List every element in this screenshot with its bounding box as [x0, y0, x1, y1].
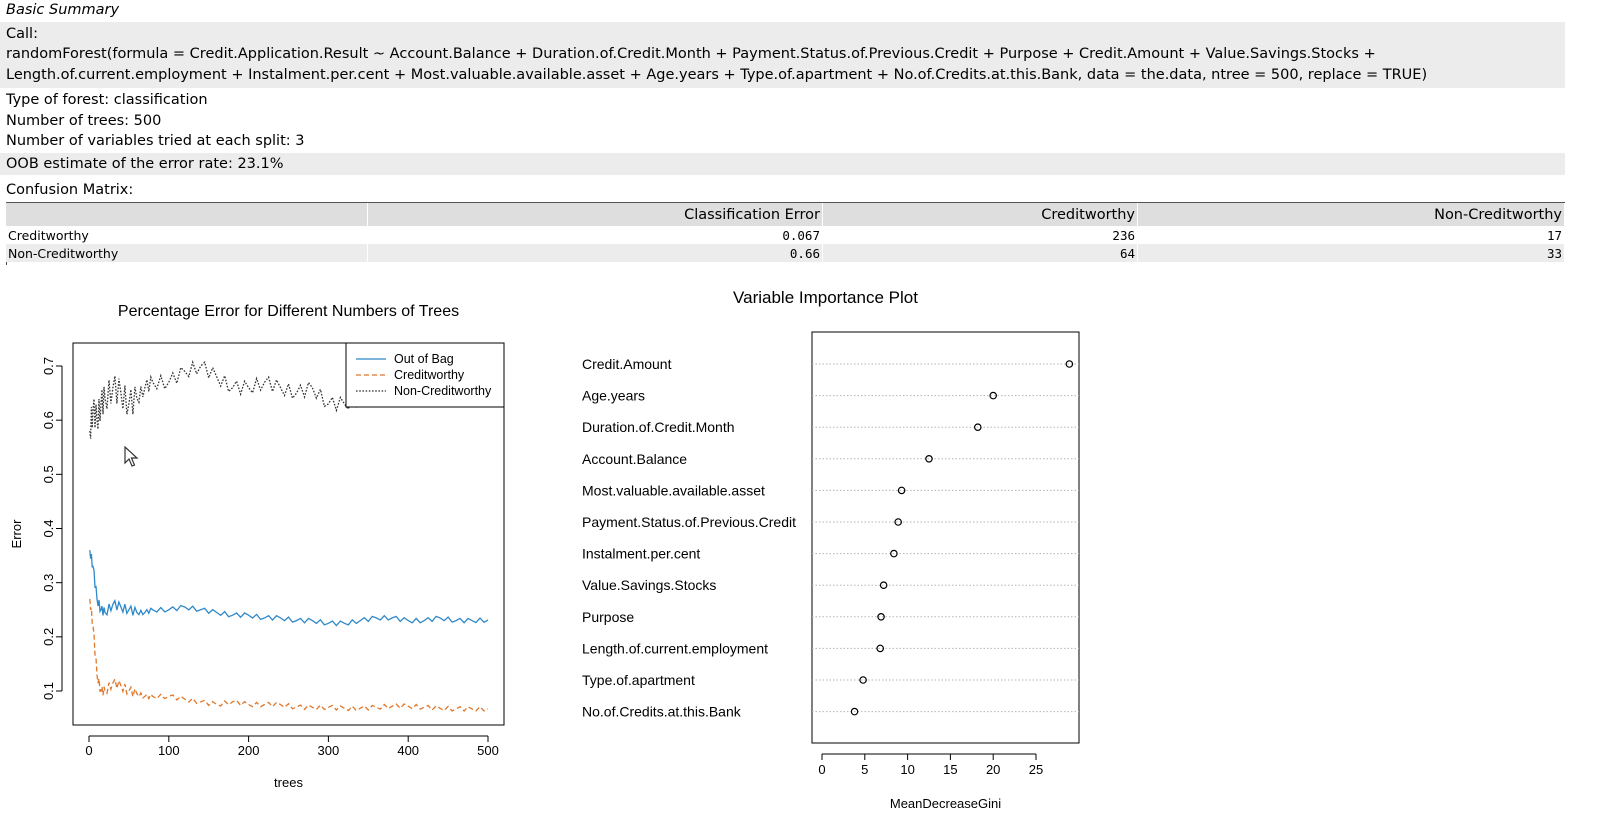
x-tick-label: 5: [861, 762, 868, 777]
category-label: Account.Balance: [582, 451, 687, 467]
chart-title: Variable Importance Plot: [733, 288, 918, 307]
data-point: [1065, 360, 1074, 368]
legend-label: Out of Bag: [394, 352, 454, 366]
forest-type: Type of forest: classification: [6, 92, 208, 108]
y-tick-label: 0.1: [41, 682, 56, 700]
y-tick-label: 0.6: [41, 411, 56, 429]
call-label: Call:: [6, 26, 38, 42]
series-line-creditworthy: [89, 598, 489, 712]
table-cell: Non-Creditworthy: [6, 244, 368, 262]
data-point: [879, 581, 888, 590]
table-row: Creditworthy 0.067 236 17: [6, 226, 1564, 244]
table-row: Non-Creditworthy 0.66 64 33: [6, 244, 1564, 262]
x-tick-label: 15: [943, 762, 957, 777]
y-tick-label: 0.7: [41, 357, 56, 375]
table-cell: Creditworthy: [6, 226, 368, 244]
x-tick-label: 25: [1029, 762, 1043, 777]
x-tick-label: 200: [238, 743, 260, 758]
oob-error-rate: OOB estimate of the error rate: 23.1%: [6, 156, 284, 172]
plot-frame: [72, 342, 505, 726]
table-header-cell: Non-Creditworthy: [1137, 203, 1564, 226]
y-tick-label: 0.5: [41, 465, 56, 483]
category-label: Payment.Status.of.Previous.Credit: [582, 514, 796, 530]
legend-label: Non-Creditworthy: [394, 384, 492, 398]
table-cell: 0.66: [367, 244, 823, 262]
oob-block: OOB estimate of the error rate: 23.1%: [0, 153, 1565, 175]
call-formula-line-2: Length.of.current.employment + Instalmen…: [6, 67, 1428, 83]
error-chart: Percentage Error for Different Numbers o…: [9, 303, 505, 790]
x-axis-label: trees: [274, 775, 303, 790]
data-point: [897, 486, 906, 495]
table-header-cell: Classification Error: [367, 203, 823, 226]
data-point: [877, 612, 885, 621]
table-cell: 236: [822, 226, 1138, 244]
category-label: Age.years: [582, 388, 645, 404]
table-cell: 0.067: [367, 226, 823, 244]
y-tick-label: 0.4: [41, 519, 56, 537]
data-point: [850, 707, 859, 716]
category-label: Value.Savings.Stocks: [582, 577, 716, 593]
y-tick-label: 0.2: [41, 628, 56, 646]
confusion-matrix-table: Classification Error Creditworthy Non-Cr…: [6, 203, 1564, 262]
summary-title: Basic Summary: [6, 2, 120, 18]
x-axis-label: MeanDecreaseGini: [890, 796, 1001, 811]
data-point: [925, 455, 933, 463]
data-point: [973, 423, 982, 432]
y-tick-label: 0.3: [41, 574, 56, 592]
x-tick-label: 500: [477, 743, 499, 758]
category-label: No.of.Credits.at.this.Bank: [582, 704, 742, 720]
table-header-row: Classification Error Creditworthy Non-Cr…: [6, 203, 1564, 226]
confusion-matrix-label: Confusion Matrix:: [6, 182, 134, 198]
table-cell: 64: [822, 244, 1138, 262]
table-cell: 17: [1137, 226, 1564, 244]
plot-frame: [811, 331, 1080, 744]
table-cell: 33: [1137, 244, 1564, 262]
table-header-cell: [6, 203, 368, 226]
table-header-cell: Creditworthy: [822, 203, 1138, 226]
data-point: [890, 549, 898, 558]
call-block: Call: randomForest(formula = Credit.Appl…: [0, 22, 1565, 88]
x-tick-label: 100: [158, 743, 180, 758]
series-line-out-of-bag: [89, 550, 489, 627]
data-point: [894, 518, 902, 526]
legend-label: Creditworthy: [394, 368, 465, 382]
mouse-cursor-icon: [124, 446, 139, 467]
importance-chart: Variable Importance Plot Credit.Amount Age…: [582, 288, 1080, 811]
data-point: [859, 676, 867, 684]
x-tick-label: 20: [986, 762, 1000, 777]
variables-per-split: Number of variables tried at each split:…: [6, 133, 305, 149]
category-label: Most.valuable.available.asset: [582, 482, 765, 498]
category-label: Credit.Amount: [582, 356, 672, 372]
data-point: [989, 391, 998, 400]
x-tick-label: 0: [818, 762, 825, 777]
x-tick-label: 10: [900, 762, 914, 777]
data-point: [876, 644, 885, 653]
category-label: Instalment.per.cent: [582, 546, 700, 562]
x-tick-label: 300: [318, 743, 340, 758]
call-formula-line-1: randomForest(formula = Credit.Applicatio…: [6, 46, 1376, 62]
y-axis-label: Error: [9, 519, 24, 549]
category-label: Purpose: [582, 609, 634, 625]
x-tick-label: 0: [85, 743, 92, 758]
category-label: Length.of.current.employment: [582, 640, 768, 656]
category-label: Duration.of.Credit.Month: [582, 419, 735, 435]
x-tick-label: 400: [397, 743, 419, 758]
number-of-trees: Number of trees: 500: [6, 113, 162, 129]
chart-title: Percentage Error for Different Numbers o…: [118, 303, 459, 320]
category-label: Type.of.apartment: [582, 672, 695, 688]
